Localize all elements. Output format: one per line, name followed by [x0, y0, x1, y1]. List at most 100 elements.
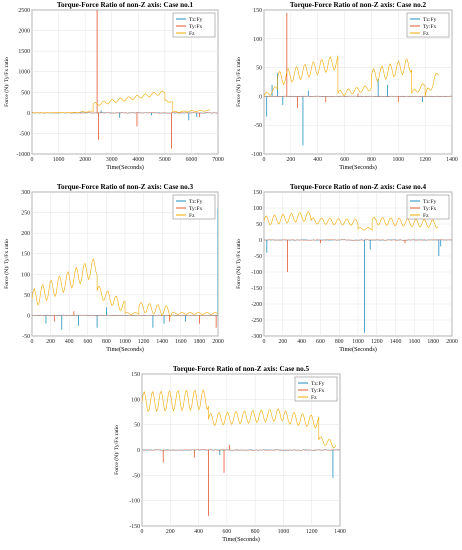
y-tick-label: -200	[251, 302, 262, 308]
legend-label: Ty:Fx	[311, 388, 324, 394]
chart-panel-4: Torque-Force Ratio of non-Z axis: Case n…	[235, 183, 458, 353]
x-tick-label: 1000	[352, 339, 364, 345]
y-tick-label: -50	[132, 473, 140, 479]
x-tick-label: 600	[223, 529, 232, 535]
x-tick-label: 200	[287, 157, 296, 163]
x-tick-label: 4000	[132, 157, 144, 163]
x-tick-label: 1200	[371, 339, 383, 345]
x-tick-label: 1000	[119, 339, 131, 345]
y-tick-label: -300	[251, 334, 262, 340]
x-axis-label: Time(Seconds)	[106, 164, 144, 171]
legend-label: Tz:Fy	[189, 199, 203, 205]
y-tick-label: -100	[251, 152, 262, 158]
legend-label: Tz:Fy	[423, 17, 437, 23]
chart-title: Torque-Force Ratio of non-Z axis: Case n…	[57, 183, 194, 191]
x-axis-label: Time(Seconds)	[339, 164, 377, 171]
y-tick-label: 50	[134, 423, 140, 429]
chart-panel-5: Torque-Force Ratio of non-Z axis: Case n…	[113, 365, 346, 543]
y-tick-label: 100	[21, 272, 30, 278]
y-tick-label: 200	[21, 231, 30, 237]
x-axis-label: Time(Seconds)	[106, 346, 144, 353]
x-tick-label: 600	[316, 339, 325, 345]
y-tick-label: 100	[253, 206, 262, 212]
chart-title: Torque-Force Ratio of non-Z axis: Case n…	[57, 1, 194, 9]
y-tick-label: 2000	[18, 29, 30, 35]
x-tick-label: 1400	[156, 339, 168, 345]
series-line-fz	[32, 258, 218, 317]
x-tick-label: 1800	[194, 339, 206, 345]
legend-label: Ty:Fx	[189, 206, 202, 212]
series-baseline-2	[142, 449, 340, 451]
x-tick-label: 1200	[419, 157, 431, 163]
x-tick-label: 200	[46, 339, 55, 345]
series-line-fz	[264, 211, 439, 231]
x-tick-label: 1400	[446, 157, 458, 163]
y-tick-label: 150	[131, 372, 140, 378]
x-tick-label: 1800	[427, 339, 439, 345]
x-tick-label: 200	[278, 339, 287, 345]
x-tick-label: 1000	[53, 157, 65, 163]
y-tick-label: 150	[253, 8, 262, 14]
x-tick-label: 200	[166, 529, 175, 535]
y-tick-label: 50	[256, 222, 262, 228]
y-tick-label: -1000	[16, 152, 30, 158]
legend-label: Ty:Fx	[423, 24, 436, 30]
y-tick-label: -150	[129, 524, 140, 530]
series-line-fz	[264, 55, 439, 97]
y-tick-label: -250	[251, 318, 262, 324]
chart-title: Torque-Force Ratio of non-Z axis: Case n…	[173, 365, 310, 373]
x-tick-label: 0	[141, 529, 144, 535]
x-tick-label: 400	[313, 157, 322, 163]
x-axis-label: Time(Seconds)	[222, 536, 260, 543]
x-tick-label: 1000	[278, 529, 290, 535]
y-tick-label: 100	[253, 37, 262, 43]
x-tick-label: 400	[297, 339, 306, 345]
x-tick-label: 1200	[138, 339, 150, 345]
x-tick-label: 800	[251, 529, 260, 535]
y-tick-label: 100	[131, 397, 140, 403]
y-tick-label: 150	[21, 252, 30, 258]
x-tick-label: 1200	[306, 529, 318, 535]
y-tick-label: -50	[254, 123, 262, 129]
x-tick-label: 6000	[186, 157, 198, 163]
y-tick-label: 300	[21, 190, 30, 196]
chart-title: Torque-Force Ratio of non-Z axis: Case n…	[290, 1, 427, 9]
x-tick-label: 0	[31, 157, 34, 163]
legend-label: Tz:Fy	[311, 381, 325, 387]
x-axis-label: Time(Seconds)	[339, 346, 377, 353]
x-tick-label: 600	[83, 339, 92, 345]
y-axis-label: Force (N)/ Ty/Fx ratio	[113, 425, 120, 475]
legend-label: Tz:Fy	[423, 199, 437, 205]
y-axis-label: Force (N)/ Ty/Fx ratio	[3, 57, 10, 107]
legend-label: Ty:Fx	[189, 24, 202, 30]
y-tick-label: 2500	[18, 8, 30, 14]
x-tick-label: 0	[31, 339, 34, 345]
x-tick-label: 5000	[159, 157, 171, 163]
y-tick-label: 0	[137, 448, 140, 454]
y-axis-label: Force (N)/ Ty/Fx ratio	[235, 57, 242, 107]
y-tick-label: 0	[259, 238, 262, 244]
y-tick-label: -500	[19, 131, 30, 137]
y-tick-label: 500	[21, 90, 30, 96]
x-tick-label: 1600	[175, 339, 187, 345]
legend-label: Ty:Fx	[423, 206, 436, 212]
y-tick-label: 50	[24, 293, 30, 299]
y-axis-label: Force (N)/ Ty/Fx ratio	[235, 239, 242, 289]
series-line-fz	[32, 90, 211, 114]
x-tick-label: 1400	[390, 339, 402, 345]
y-tick-label: 1500	[18, 49, 30, 55]
x-tick-label: 2000	[79, 157, 91, 163]
legend-label: Fz	[189, 213, 195, 219]
y-tick-label: -100	[129, 499, 140, 505]
y-axis-label: Force (N)/ Ty/Fx ratio	[3, 239, 10, 289]
x-tick-label: 400	[194, 529, 203, 535]
y-tick-label: 1000	[18, 70, 30, 76]
legend-label: Fz	[423, 31, 429, 37]
y-tick-label: 0	[27, 111, 30, 117]
x-tick-label: 800	[335, 339, 344, 345]
